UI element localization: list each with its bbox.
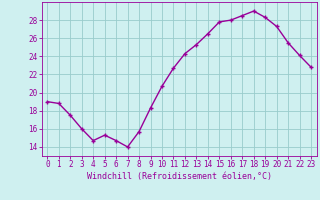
X-axis label: Windchill (Refroidissement éolien,°C): Windchill (Refroidissement éolien,°C) xyxy=(87,172,272,181)
